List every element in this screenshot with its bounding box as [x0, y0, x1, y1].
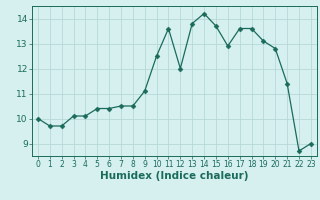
X-axis label: Humidex (Indice chaleur): Humidex (Indice chaleur): [100, 171, 249, 181]
